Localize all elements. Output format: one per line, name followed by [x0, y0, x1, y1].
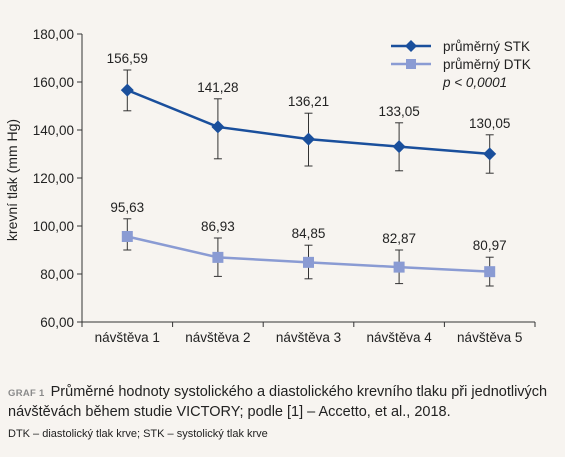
footnote: DTK – diastolický tlak krve; STK – systo… [8, 428, 268, 440]
data-point [302, 132, 315, 146]
data-point [392, 140, 406, 154]
x-tick-label: návštěva 2 [185, 330, 250, 345]
data-point [393, 261, 405, 273]
data-label: 84,85 [292, 226, 326, 241]
caption-label: GRAF 1 [8, 388, 45, 399]
y-tick-label: 180,00 [33, 27, 74, 42]
x-tick-label: návštěva 1 [95, 330, 160, 345]
legend-label: průměrný DTK [443, 57, 531, 72]
y-tick-label: 60,00 [40, 315, 74, 330]
data-label: 130,05 [469, 116, 510, 131]
caption-text: Průměrné hodnoty systolického a diastoli… [8, 384, 548, 420]
legend-marker [405, 40, 417, 52]
p-value-annotation: p < 0,0001 [442, 75, 507, 90]
data-label: 82,87 [382, 231, 416, 246]
data-label: 86,93 [201, 219, 235, 234]
y-tick-label: 80,00 [40, 267, 74, 282]
y-tick-label: 100,00 [33, 219, 74, 234]
data-point [212, 251, 224, 263]
x-tick-label: návštěva 3 [276, 330, 341, 345]
data-point [303, 256, 314, 268]
data-label: 80,97 [473, 238, 507, 253]
data-point [211, 120, 225, 134]
y-tick-label: 120,00 [33, 171, 74, 186]
data-point [121, 230, 133, 242]
legend: průměrný STK průměrný DTK p < 0,0001 [391, 39, 531, 90]
y-tick-label: 140,00 [33, 123, 74, 138]
y-tick-label: 160,00 [33, 75, 74, 90]
x-tick-label: návštěva 4 [366, 330, 432, 345]
data-point [120, 83, 134, 97]
data-point [484, 266, 496, 278]
x-axis: návštěva 1 návštěva 2 návštěva 3 návštěva 4… [81, 321, 536, 345]
y-axis: 60,00 80,00 100,00 120,00 140,00 160,00 180,00 [33, 27, 83, 330]
data-label: 95,63 [110, 200, 144, 215]
legend-label: průměrný STK [443, 39, 530, 54]
data-point [483, 147, 497, 161]
figure-caption: GRAF 1 Průměrné hodnoty systolického a di… [8, 383, 556, 422]
data-label: 156,59 [107, 51, 148, 66]
series-layer: 156,59 141,28 136,21 133,05 130,05 95,63 86,93… [107, 51, 510, 287]
x-tick-label: návštěva 5 [457, 330, 522, 345]
data-label: 136,21 [288, 94, 329, 109]
y-axis-label: krevní tlak (mm Hg) [4, 119, 20, 241]
chart: 60,00 80,00 100,00 120,00 140,00 160,00 180,00… [4, 27, 536, 345]
data-label: 133,05 [378, 104, 419, 119]
legend-marker [406, 59, 416, 69]
data-label: 141,28 [197, 80, 238, 95]
